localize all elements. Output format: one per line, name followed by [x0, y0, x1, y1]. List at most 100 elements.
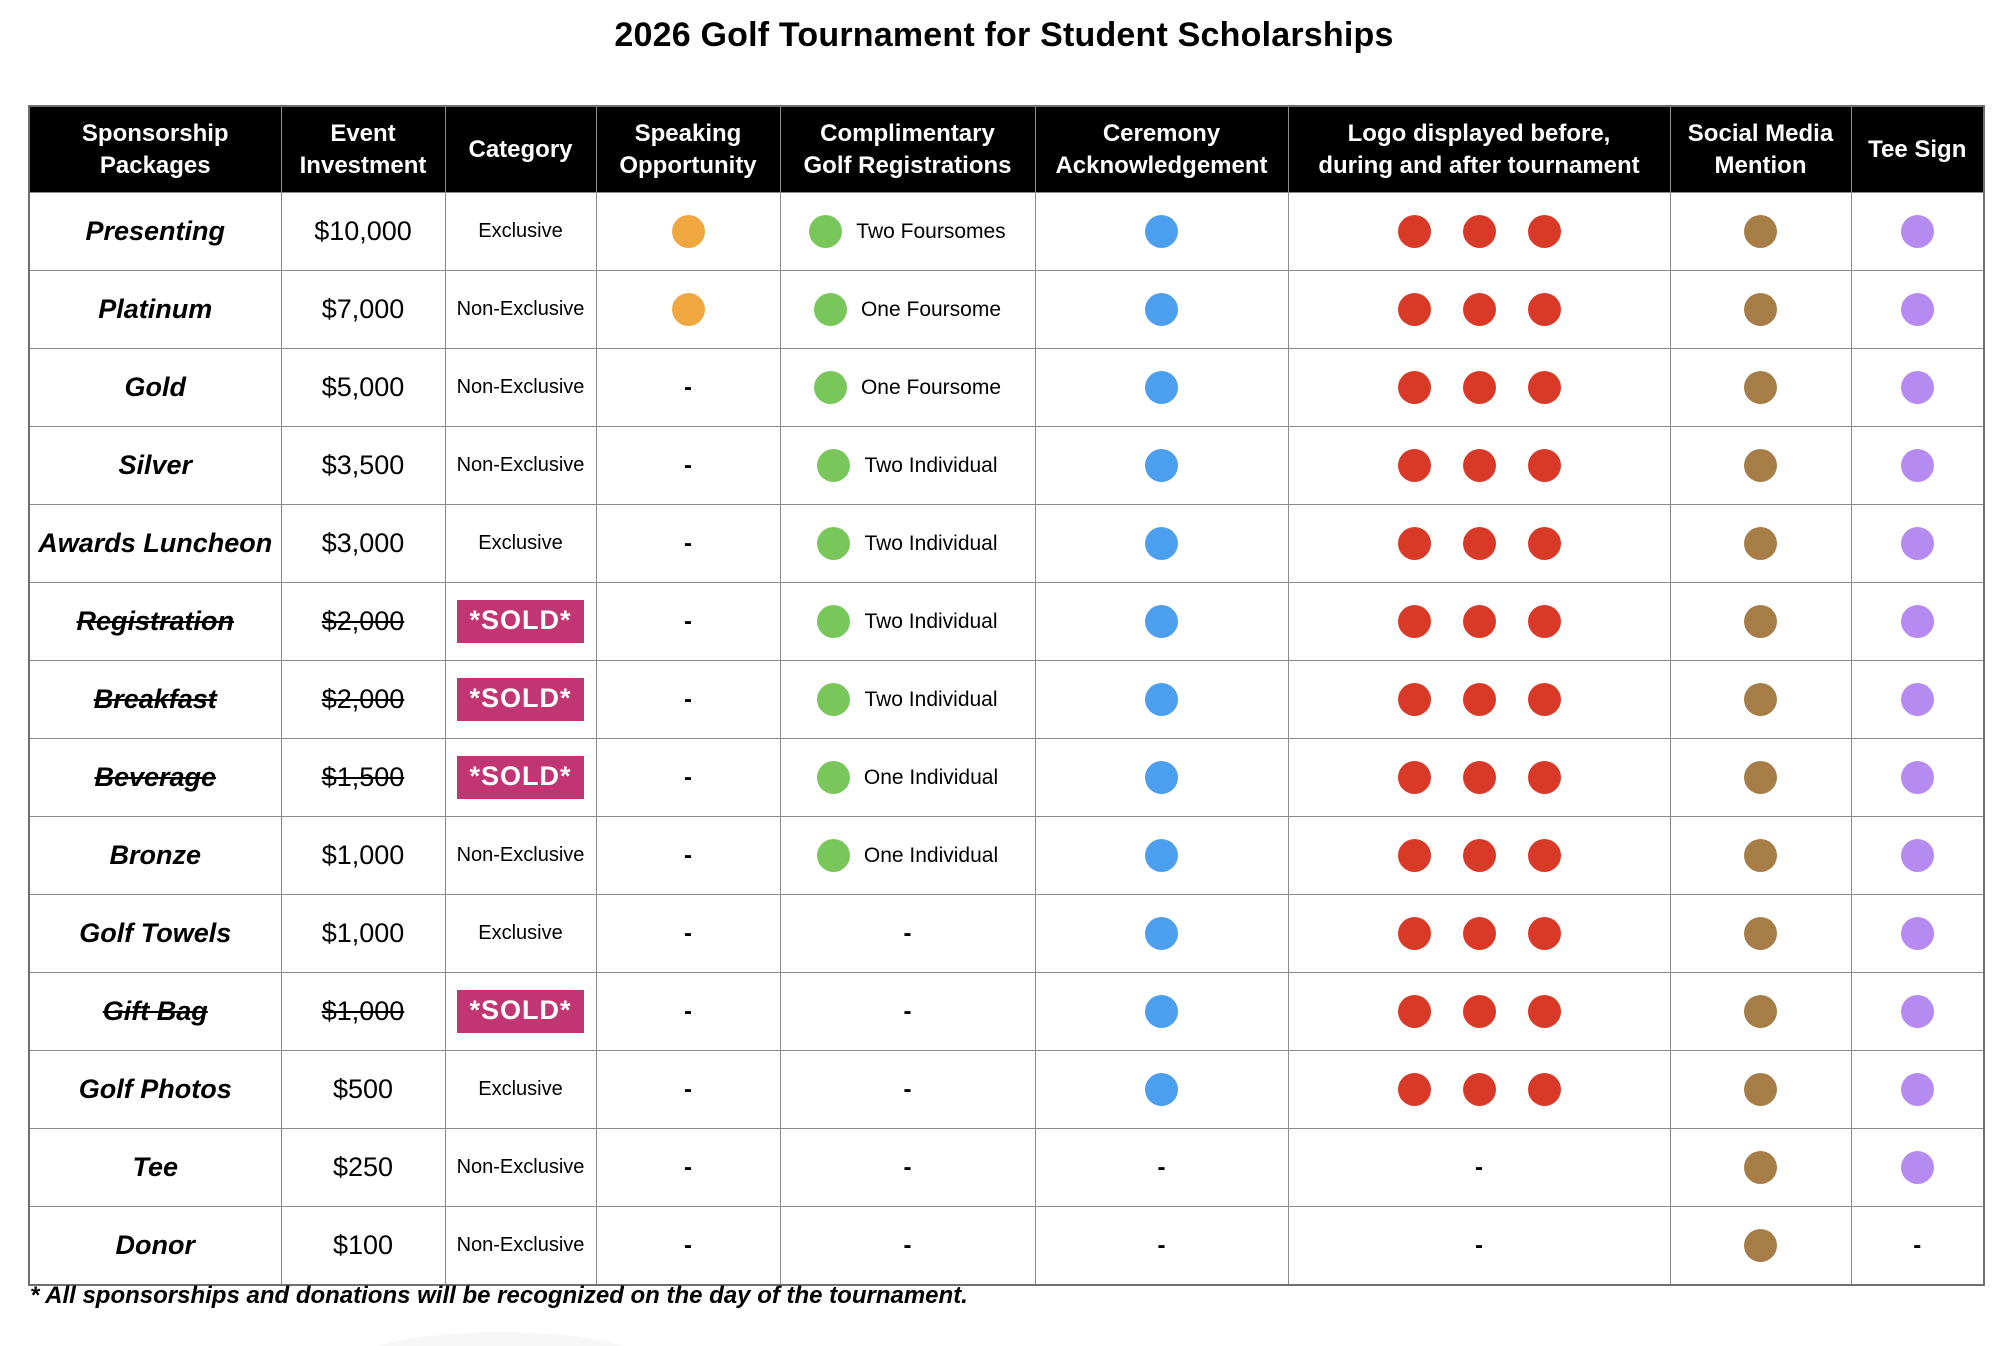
none-marker: - — [903, 919, 912, 947]
logo-dots-group — [1293, 449, 1666, 482]
table-row: Golf Towels $1,000 Exclusive - - — [28, 894, 1985, 973]
golf-registration-entry: Two Foursomes — [785, 215, 1031, 248]
cell-investment: $3,000 — [280, 504, 446, 583]
cell-package: Registration — [28, 582, 282, 661]
none-marker: - — [684, 997, 692, 1025]
cell-tee-sign — [1850, 426, 1985, 505]
cell-investment: $250 — [280, 1128, 446, 1207]
cell-ceremony-acknowledgement — [1034, 738, 1289, 817]
none-marker: - — [1157, 1153, 1166, 1181]
none-marker: - — [684, 685, 692, 713]
golf-registration-dot-icon — [816, 839, 850, 872]
none-marker: - — [1913, 1231, 1922, 1259]
cell-golf-registrations: - — [779, 1050, 1036, 1129]
cell-golf-registrations: One Foursome — [779, 348, 1036, 427]
cell-package: Golf Photos — [28, 1050, 282, 1129]
logo-dot-icon — [1527, 761, 1561, 794]
none-marker: - — [684, 1231, 692, 1259]
table-row: Silver $3,500 Non-Exclusive - Two Individual — [28, 426, 1985, 505]
none-marker: - — [684, 373, 692, 401]
golf-registration-entry: Two Individual — [785, 449, 1031, 482]
cell-package: Presenting — [28, 192, 282, 271]
category-label: Non-Exclusive — [456, 376, 585, 398]
table-row: Gold $5,000 Non-Exclusive - One Foursome — [28, 348, 1985, 427]
sold-badge: *SOLD* — [457, 990, 584, 1033]
tee-sign-dot-icon — [1900, 995, 1934, 1028]
cell-speaking-opportunity — [595, 192, 781, 271]
column-header-speaking: Speaking Opportunity — [595, 105, 781, 193]
cell-logo-display — [1287, 504, 1671, 583]
golf-registration-label: One Individual — [863, 765, 999, 789]
cell-investment: $2,000 — [280, 582, 446, 661]
cell-social-media-mention — [1669, 1206, 1852, 1286]
golf-registration-label: One Foursome — [860, 375, 1002, 399]
cell-ceremony-acknowledgement: - — [1034, 1128, 1289, 1207]
table-row: Presenting $10,000 Exclusive Two Foursomes — [28, 192, 1985, 271]
logo-dot-icon — [1397, 839, 1431, 872]
social-media-dot-icon — [1744, 761, 1777, 794]
cell-logo-display — [1287, 426, 1671, 505]
cell-golf-registrations: One Individual — [779, 738, 1036, 817]
golf-registration-label: Two Individual — [864, 687, 998, 711]
ceremony-dot-icon — [1145, 449, 1178, 482]
logo-dot-icon — [1462, 215, 1496, 248]
cell-category: Non-Exclusive — [444, 270, 597, 349]
golf-registration-label: One Foursome — [860, 297, 1002, 321]
package-name: Silver — [118, 450, 193, 480]
cell-speaking-opportunity: - — [595, 894, 781, 973]
none-marker: - — [1157, 1231, 1166, 1259]
category-label: Exclusive — [478, 1078, 563, 1100]
package-name: Gold — [124, 372, 187, 402]
cell-ceremony-acknowledgement — [1034, 270, 1289, 349]
cell-tee-sign — [1850, 894, 1985, 973]
cell-investment: $3,500 — [280, 426, 446, 505]
none-marker: - — [684, 1075, 692, 1103]
investment-amount: $2,000 — [321, 606, 405, 636]
package-name: Bronze — [109, 840, 201, 870]
logo-dots-group — [1293, 995, 1666, 1028]
sold-badge: *SOLD* — [457, 756, 584, 799]
sponsorship-table: Sponsorship Packages Event Investment Cate… — [28, 105, 1985, 1286]
cell-package: Gift Bag — [28, 972, 282, 1051]
footnote: * All sponsorships and donations will be… — [30, 1282, 968, 1309]
investment-amount: $500 — [332, 1074, 394, 1104]
logo-dot-icon — [1397, 371, 1431, 404]
social-media-dot-icon — [1744, 449, 1777, 482]
social-media-dot-icon — [1744, 683, 1777, 716]
logo-dot-icon — [1397, 293, 1431, 326]
ceremony-dot-icon — [1145, 371, 1178, 404]
package-name: Beverage — [94, 762, 217, 792]
investment-amount: $100 — [332, 1230, 394, 1260]
ceremony-dot-icon — [1145, 917, 1178, 950]
golf-registration-entry: One Individual — [785, 839, 1031, 872]
investment-amount: $250 — [332, 1152, 394, 1182]
package-name: Golf Photos — [78, 1074, 232, 1104]
cell-golf-registrations: - — [779, 1206, 1036, 1286]
cell-social-media-mention — [1669, 1128, 1852, 1207]
investment-amount: $1,000 — [321, 918, 405, 948]
ceremony-dot-icon — [1145, 527, 1178, 560]
table-row: Bronze $1,000 Non-Exclusive - One Individual — [28, 816, 1985, 895]
logo-dot-icon — [1527, 605, 1561, 638]
cell-category: Non-Exclusive — [444, 426, 597, 505]
cell-category: Exclusive — [444, 504, 597, 583]
logo-dot-icon — [1397, 917, 1431, 950]
cell-logo-display — [1287, 972, 1671, 1051]
tee-sign-dot-icon — [1900, 293, 1934, 326]
cell-speaking-opportunity: - — [595, 660, 781, 739]
social-media-dot-icon — [1744, 995, 1777, 1028]
cell-tee-sign — [1850, 582, 1985, 661]
logo-dot-icon — [1527, 839, 1561, 872]
logo-dots-group — [1293, 683, 1666, 716]
sold-badge: *SOLD* — [457, 600, 584, 643]
none-marker: - — [903, 1075, 912, 1103]
ceremony-dot-icon — [1145, 1073, 1178, 1106]
none-marker: - — [903, 997, 912, 1025]
cell-logo-display: - — [1287, 1206, 1671, 1286]
cell-ceremony-acknowledgement: - — [1034, 1206, 1289, 1286]
cell-golf-registrations: Two Individual — [779, 426, 1036, 505]
column-header-category: Category — [444, 105, 597, 193]
cell-category: *SOLD* — [444, 660, 597, 739]
package-name: Gift Bag — [102, 996, 208, 1026]
